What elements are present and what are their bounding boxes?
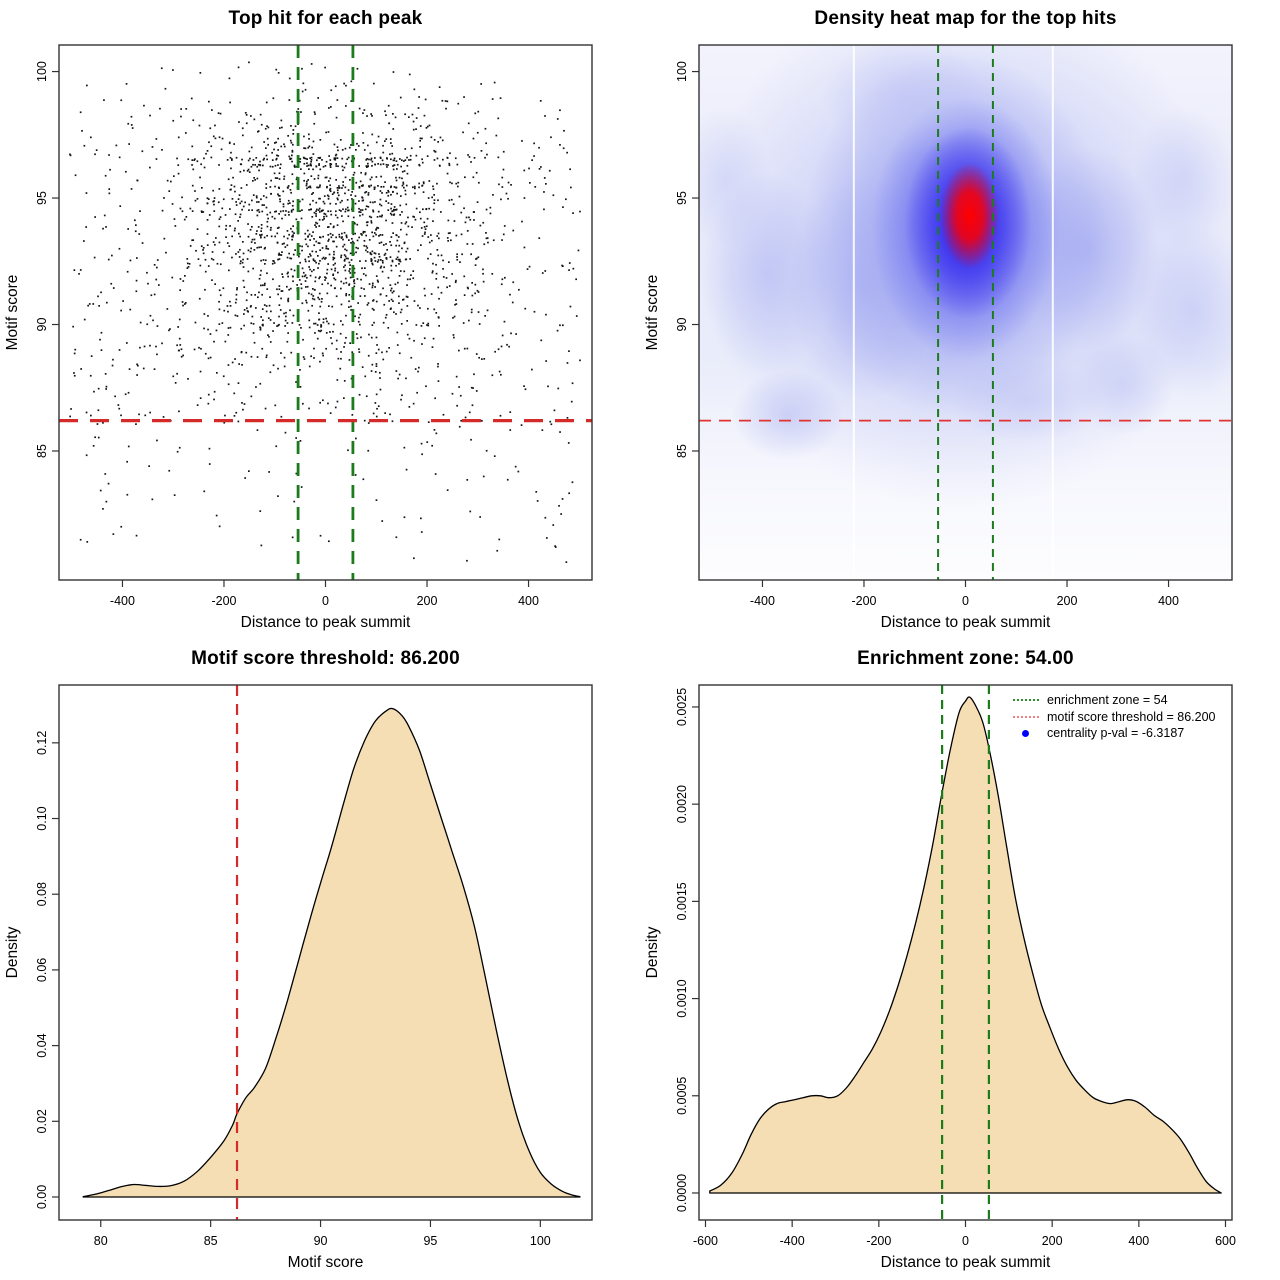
svg-text:0.10: 0.10 bbox=[35, 806, 49, 830]
svg-text:200: 200 bbox=[1057, 594, 1078, 608]
chart-legend: enrichment zone = 54 motif score thresho… bbox=[1012, 692, 1216, 742]
svg-text:0.0000: 0.0000 bbox=[675, 1174, 689, 1212]
svg-text:-400: -400 bbox=[110, 594, 135, 608]
heatmap-plot: -400 -200 0 200 400 85 90 95 100 Distance to peak… bbox=[644, 44, 1233, 631]
panel-top-hits-scatter: Top hit for each peak -400 -200 0 200 400 85 9… bbox=[0, 0, 640, 640]
score-density-plot: 80 85 90 95 100 0.00 0.02 0.04 0.06 0.08 0.10 0.12 M… bbox=[4, 684, 593, 1271]
svg-text:0.0020: 0.0020 bbox=[675, 785, 689, 823]
distance-density-plot: -600 -400 -200 0 200 400 600 0.0000 0.0005 0.0010… bbox=[644, 684, 1236, 1271]
reference-lines bbox=[699, 45, 1232, 580]
panel-title-scatter: Top hit for each peak bbox=[228, 8, 423, 29]
x-axis-title: Motif score bbox=[288, 1254, 364, 1271]
y-axis-title: Density bbox=[4, 926, 21, 978]
svg-text:400: 400 bbox=[518, 594, 539, 608]
panel-title-score-density: Motif score threshold: 86.200 bbox=[191, 648, 460, 669]
heatmap-blob bbox=[731, 370, 844, 462]
y-axis-title: Density bbox=[644, 926, 661, 978]
svg-text:100: 100 bbox=[530, 1234, 551, 1248]
svg-text:-200: -200 bbox=[851, 594, 876, 608]
svg-text:-200: -200 bbox=[211, 594, 236, 608]
panel-distance-density: Enrichment zone: 54.00 -600 -400 -200 0 200 4… bbox=[640, 640, 1280, 1280]
panel-title-heatmap: Density heat map for the top hits bbox=[814, 8, 1117, 29]
svg-text:90: 90 bbox=[675, 318, 689, 332]
axes: -600 -400 -200 0 200 400 600 0.0000 0.0005 0.0010… bbox=[644, 684, 1236, 1271]
svg-text:600: 600 bbox=[1215, 1234, 1236, 1248]
svg-text:85: 85 bbox=[675, 444, 689, 458]
svg-text:0.0025: 0.0025 bbox=[675, 688, 689, 726]
score-threshold-swatch bbox=[1012, 710, 1039, 724]
y-axis-title: Motif score bbox=[644, 275, 661, 351]
svg-text:-400: -400 bbox=[780, 1234, 805, 1248]
legend-item-enrichment-zone: enrichment zone = 54 bbox=[1012, 692, 1216, 709]
heatmap-blob bbox=[950, 357, 1103, 444]
svg-text:0.0015: 0.0015 bbox=[675, 882, 689, 920]
svg-text:-200: -200 bbox=[866, 1234, 891, 1248]
svg-text:0.12: 0.12 bbox=[35, 731, 49, 755]
svg-text:100: 100 bbox=[35, 61, 49, 82]
x-axis-title: Distance to peak summit bbox=[881, 1254, 1051, 1271]
legend-label: enrichment zone = 54 bbox=[1047, 693, 1168, 708]
legend-item-centrality-pval: centrality p-val = -6.3187 bbox=[1012, 725, 1216, 742]
svg-text:90: 90 bbox=[35, 318, 49, 332]
svg-text:0: 0 bbox=[322, 594, 329, 608]
density-area bbox=[82, 707, 581, 1198]
density-area bbox=[709, 696, 1222, 1194]
x-axis-title: Distance to peak summit bbox=[241, 614, 411, 631]
scatter-points bbox=[69, 61, 581, 563]
legend-label: motif score threshold = 86.200 bbox=[1047, 709, 1216, 724]
svg-text:95: 95 bbox=[423, 1234, 437, 1248]
svg-text:0: 0 bbox=[962, 1234, 969, 1248]
svg-text:200: 200 bbox=[417, 594, 438, 608]
heatmap-blob bbox=[1133, 106, 1232, 249]
panel-title-distance-density: Enrichment zone: 54.00 bbox=[857, 648, 1074, 669]
axes: -400 -200 0 200 400 85 90 95 100 Distance to peak… bbox=[4, 44, 593, 631]
svg-text:0.0005: 0.0005 bbox=[675, 1077, 689, 1115]
svg-text:400: 400 bbox=[1128, 1234, 1149, 1248]
svg-text:200: 200 bbox=[1042, 1234, 1063, 1248]
panel-motif-score-density: Motif score threshold: 86.200 80 85 90 95 10… bbox=[0, 640, 640, 1280]
svg-text:0.06: 0.06 bbox=[35, 958, 49, 982]
svg-text:400: 400 bbox=[1158, 594, 1179, 608]
svg-text:0.00: 0.00 bbox=[35, 1185, 49, 1209]
axes: -400 -200 0 200 400 85 90 95 100 Distance to peak… bbox=[644, 44, 1233, 631]
reference-lines bbox=[59, 45, 592, 580]
svg-text:0: 0 bbox=[962, 594, 969, 608]
y-axis-title: Motif score bbox=[4, 275, 21, 351]
enrichment-zone-swatch bbox=[1012, 693, 1039, 707]
svg-text:0.08: 0.08 bbox=[35, 882, 49, 906]
x-axis-title: Distance to peak summit bbox=[881, 614, 1051, 631]
svg-text:0.0010: 0.0010 bbox=[675, 979, 689, 1017]
svg-text:80: 80 bbox=[94, 1234, 108, 1248]
svg-text:95: 95 bbox=[675, 191, 689, 205]
heatmap-blob bbox=[699, 106, 771, 249]
scatter-plot: -400 -200 0 200 400 85 90 95 100 Distance to peak… bbox=[4, 44, 593, 631]
panel-density-heatmap: Density heat map for the top hits -400 -2… bbox=[640, 0, 1280, 640]
svg-text:0.02: 0.02 bbox=[35, 1109, 49, 1133]
axes: 80 85 90 95 100 0.00 0.02 0.04 0.06 0.08 0.10 0.12 M… bbox=[4, 684, 593, 1271]
centrality-pval-swatch bbox=[1012, 726, 1039, 740]
svg-text:85: 85 bbox=[204, 1234, 218, 1248]
density-heatmap bbox=[699, 45, 1232, 580]
svg-text:90: 90 bbox=[314, 1234, 328, 1248]
heatmap-blob bbox=[823, 45, 986, 156]
svg-text:85: 85 bbox=[35, 444, 49, 458]
svg-text:-400: -400 bbox=[750, 594, 775, 608]
svg-text:-600: -600 bbox=[693, 1234, 718, 1248]
svg-text:0.04: 0.04 bbox=[35, 1033, 49, 1057]
heatmap-hotspot bbox=[940, 162, 1000, 269]
legend-item-score-threshold: motif score threshold = 86.200 bbox=[1012, 709, 1216, 726]
svg-text:95: 95 bbox=[35, 191, 49, 205]
svg-text:100: 100 bbox=[675, 61, 689, 82]
legend-label: centrality p-val = -6.3187 bbox=[1047, 726, 1185, 741]
